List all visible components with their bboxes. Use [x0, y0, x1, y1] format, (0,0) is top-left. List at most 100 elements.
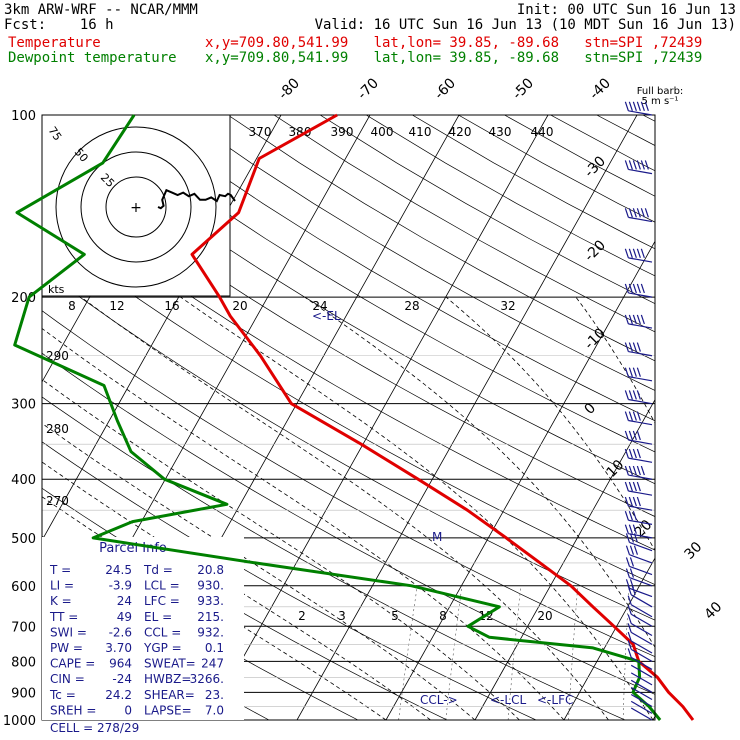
wind-barb-flag [633, 545, 639, 555]
hodograph-trace [157, 188, 236, 210]
wind-barb-flag [633, 533, 639, 543]
theta-label: 390 [331, 125, 354, 139]
wind-barb-flag [628, 101, 633, 112]
wind-barb-flag [625, 533, 631, 543]
wind-barb-flag [624, 314, 629, 325]
dry-adiabat [181, 115, 655, 391]
parcel-key: CIN = [50, 672, 85, 686]
parcel-value: 964 [109, 657, 132, 671]
hodograph-ring [105, 176, 167, 238]
parcel-value: 3266. [190, 672, 224, 686]
temp-tick-top: -50 [510, 75, 537, 102]
marker-lfc: <-LFC [537, 693, 573, 707]
wind-barb [630, 679, 653, 693]
parcel-key: SHEAR= [144, 688, 195, 702]
hodograph-ring [80, 151, 192, 263]
wind-barb [628, 323, 653, 329]
wind-barb-flag [632, 160, 637, 170]
barb-legend: 5 m s⁻¹ [642, 96, 679, 107]
wind-barb-flag [628, 430, 633, 441]
wind-barb-flag [636, 342, 641, 352]
moist-adiabat [180, 296, 654, 720]
wind-barb-flag [628, 511, 633, 521]
pressure-label: 800 [11, 655, 36, 670]
mixing-ratio-line [695, 586, 697, 720]
legend-temperature: Temperature [8, 35, 101, 51]
temp-tick-right: 40 [702, 599, 726, 623]
wind-barb-flag [628, 465, 633, 476]
dry-adiabat [366, 115, 655, 277]
wind-barb-flag [624, 448, 629, 459]
theta-e-label: 16 [164, 299, 179, 313]
wind-barb-flag [636, 448, 641, 459]
wind-barb [628, 490, 653, 496]
isotherm [296, 115, 638, 720]
parcel-value: 215. [197, 610, 224, 624]
wind-barb-flag [629, 568, 635, 578]
wind-barb [628, 376, 653, 382]
wind-barb-flag [632, 448, 637, 459]
parcel-key: LAPSE= [144, 703, 192, 717]
temp-tick-top: -70 [355, 75, 382, 102]
wind-barb-flag [628, 390, 633, 400]
wind-barb-flag [627, 631, 632, 642]
wind-barb-flag [632, 283, 637, 294]
wind-barb-flag [632, 390, 637, 400]
parcel-key: EL = [144, 610, 172, 624]
wind-barb-flag [632, 496, 637, 507]
wind-barb-flag [625, 545, 631, 555]
wind-barb-flag [624, 101, 629, 112]
wind-barb [628, 519, 653, 525]
theta-e-label: 12 [109, 299, 124, 313]
theta-e-label: 8 [68, 299, 76, 313]
wind-barb-flag [624, 430, 629, 441]
parcel-key: SWI = [50, 625, 87, 639]
wind-barb-flag [636, 314, 641, 325]
parcel-cell: CELL = 278/29 [50, 721, 139, 735]
wind-barb-flag [624, 524, 629, 534]
mixing-ratio-line [622, 585, 630, 720]
wind-barb [628, 398, 653, 405]
wind-barb [628, 257, 653, 263]
wind-barb-flag [628, 283, 633, 294]
wind-barb [630, 694, 653, 708]
wind-barb-flag [629, 545, 635, 555]
wind-barb-flag [632, 430, 637, 441]
wind-barb-flag [644, 208, 649, 218]
wind-barb-flag [624, 511, 629, 521]
theta-e-label: 28 [404, 299, 419, 313]
wind-barb-flag [632, 524, 637, 534]
wind-barb-flag [636, 101, 641, 112]
legend-temperature-info: x,y=709.80,541.99 lat,lon= 39.85, -89.68… [205, 35, 703, 51]
parcel-key: SWEAT= [144, 657, 196, 671]
wind-barb-flag [627, 648, 632, 658]
wind-barb [630, 622, 653, 637]
theta-label-left: 270 [46, 494, 69, 508]
parcel-key: LI = [50, 579, 74, 593]
mixing-ratio-label: 5 [391, 609, 399, 623]
wind-barb [629, 565, 653, 576]
parcel-value: 7.0 [205, 703, 224, 717]
wind-barb [628, 292, 653, 298]
pressure-label: 100 [11, 109, 36, 124]
pressure-label: 700 [11, 620, 36, 635]
parcel-value: 933. [197, 594, 224, 608]
wind-barb-flag [624, 208, 629, 218]
dry-adiabat [273, 115, 655, 333]
parcel-value: 24.5 [105, 563, 132, 577]
parcel-value: 930. [197, 579, 224, 593]
dry-adiabat [412, 115, 655, 250]
theta-label-left: 290 [46, 349, 69, 363]
temp-tick-right: 0 [582, 400, 600, 418]
wind-barb [628, 110, 653, 116]
mixing-ratio-line [568, 585, 579, 720]
pressure-label: 300 [11, 398, 36, 413]
wind-barb [630, 656, 653, 670]
parcel-value: 24.2 [105, 688, 132, 702]
wind-barb-flag [624, 342, 629, 352]
wind-barb [629, 577, 653, 587]
wind-barb-flag [644, 160, 649, 170]
wind-barb-flag [636, 367, 641, 377]
wind-barb-flag [629, 533, 635, 543]
wind-barb-flag [636, 390, 641, 400]
